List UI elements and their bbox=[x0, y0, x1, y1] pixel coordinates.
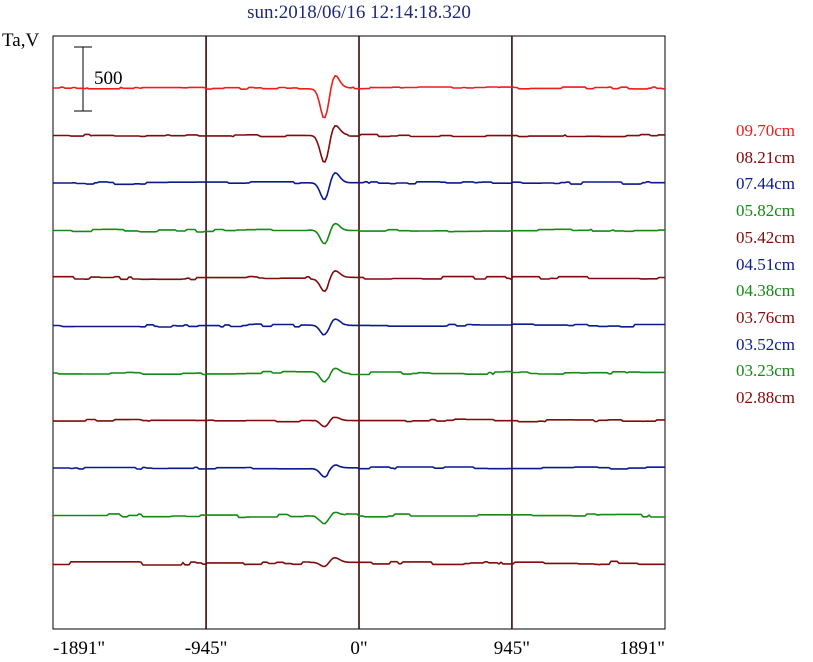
grid-lines bbox=[205, 36, 513, 629]
legend-item: 03.23cm bbox=[736, 361, 796, 381]
series-line-03.76cm bbox=[52, 416, 665, 428]
x-tick-labels: -1891" -945" 0" 945" 1891" bbox=[53, 638, 665, 659]
legend-item: 08.21cm bbox=[736, 147, 796, 167]
x-tick-label: 1891" bbox=[619, 638, 665, 659]
x-tick-label: -945" bbox=[185, 638, 228, 659]
legend-item: 03.76cm bbox=[736, 307, 796, 327]
x-tick-label: 945" bbox=[494, 638, 530, 659]
legend-item: 05.42cm bbox=[736, 227, 796, 247]
series-line-04.38cm bbox=[53, 367, 665, 383]
y-axis-label: Ta,V bbox=[2, 30, 40, 51]
series-line-05.42cm bbox=[53, 270, 665, 293]
series-line-09.70cm bbox=[53, 74, 665, 119]
legend-item: 04.38cm bbox=[736, 281, 796, 301]
series-line-03.52cm bbox=[53, 464, 665, 478]
series-lines bbox=[52, 74, 665, 568]
legend-item: 05.82cm bbox=[736, 201, 796, 221]
x-tick-label: 0" bbox=[350, 638, 367, 659]
scale-bar: 500 bbox=[74, 46, 123, 112]
legend-item: 07.44cm bbox=[736, 174, 796, 194]
series-line-04.51cm bbox=[53, 318, 665, 336]
chart-title: sun:2018/06/16 12:14:18.320 bbox=[247, 2, 471, 23]
legend-item: 03.52cm bbox=[736, 334, 796, 354]
x-tick-label: -1891" bbox=[53, 638, 105, 659]
series-line-02.88cm bbox=[53, 556, 665, 568]
scale-bar-label: 500 bbox=[94, 68, 123, 89]
legend-item: 09.70cm bbox=[736, 121, 796, 140]
series-line-07.44cm bbox=[53, 171, 665, 201]
series-line-08.21cm bbox=[53, 124, 665, 163]
legend: 09.70cm 08.21cm 07.44cm 05.82cm 05.42cm 04.51… bbox=[736, 118, 795, 412]
series-line-03.23cm bbox=[53, 511, 665, 525]
legend-item: 02.88cm bbox=[736, 388, 796, 408]
legend-item: 04.51cm bbox=[736, 254, 796, 274]
series-line-05.82cm bbox=[53, 222, 665, 245]
